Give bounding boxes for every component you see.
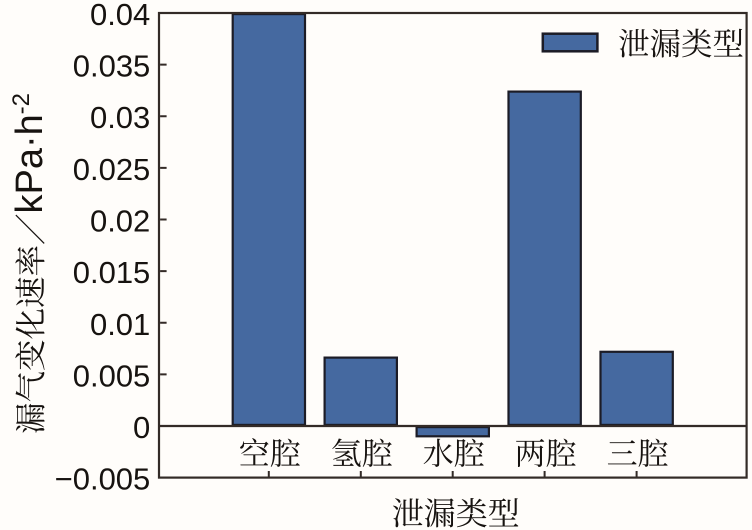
svg-text:−0.005: −0.005 bbox=[55, 462, 151, 497]
svg-text:0: 0 bbox=[133, 410, 150, 445]
svg-text:0.02: 0.02 bbox=[90, 204, 150, 239]
svg-text:0.035: 0.035 bbox=[73, 49, 151, 84]
svg-text:0.01: 0.01 bbox=[90, 307, 150, 342]
svg-text:0.03: 0.03 bbox=[90, 100, 150, 135]
svg-text:-2: -2 bbox=[8, 93, 35, 114]
svg-text:0.005: 0.005 bbox=[73, 358, 151, 393]
svg-text:kPa·h: kPa·h bbox=[9, 114, 51, 213]
svg-text:0.015: 0.015 bbox=[73, 255, 151, 290]
svg-text:0.025: 0.025 bbox=[73, 152, 151, 187]
svg-text:0.04: 0.04 bbox=[90, 0, 150, 32]
